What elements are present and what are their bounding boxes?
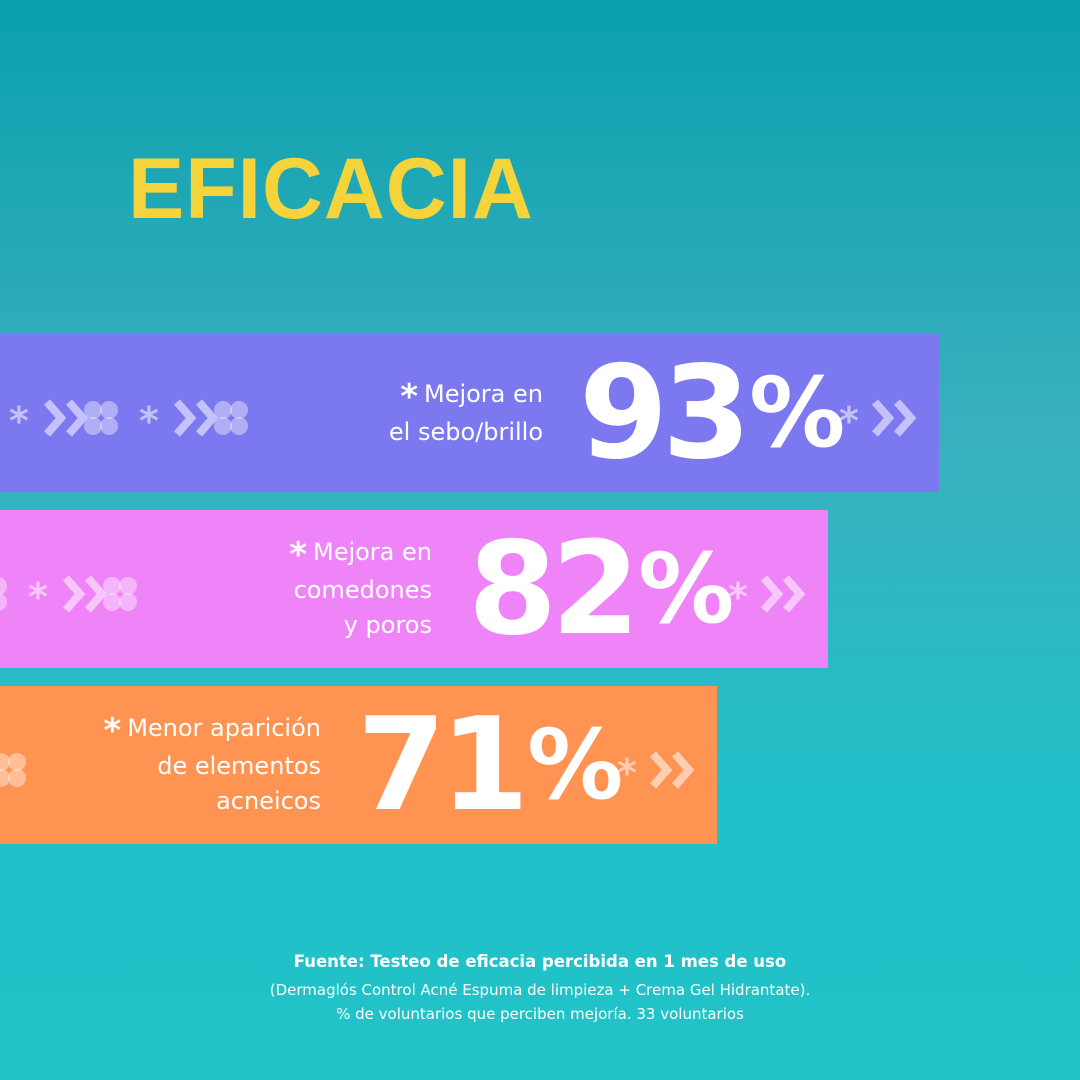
bar-value-number: 71 <box>357 690 529 840</box>
chevron-double-icon <box>760 575 806 613</box>
bar-label-line: * Mejora en <box>289 535 432 573</box>
page-title: EFICACIA <box>128 141 534 237</box>
bar-value-number: 93 <box>579 338 751 488</box>
clover-icon <box>0 577 7 611</box>
clover-icon <box>0 753 26 787</box>
percent-sign: % <box>638 533 735 645</box>
clover-icon <box>214 401 248 435</box>
bar-value-number: 82 <box>468 514 640 664</box>
footer-source: Fuente: Testeo de eficacia percibida en … <box>293 952 787 971</box>
bar-value: 82% <box>468 510 734 668</box>
asterisk-icon: * <box>103 711 122 751</box>
asterisk-icon: * <box>139 399 159 443</box>
percent-sign: % <box>527 709 624 821</box>
bar-label: * Mejora en el sebo/brillo <box>389 334 543 492</box>
bar-label-line: y poros <box>343 611 432 639</box>
asterisk-icon: * <box>28 575 48 619</box>
bar-label-text: Menor aparición <box>127 714 321 742</box>
bar-label-line: * Mejora en <box>389 377 543 415</box>
bar-label-line: de elementos <box>157 752 321 780</box>
chevron-double-icon <box>62 575 108 613</box>
chevron-double-icon <box>173 399 219 437</box>
chevron-double-icon <box>871 399 917 437</box>
footer-source-note: Fuente: Testeo de eficacia percibida en … <box>0 952 1080 1026</box>
bar-label-line: acneicos <box>216 787 321 815</box>
asterisk-icon: * <box>289 535 307 575</box>
bar-label: * Mejora en comedones y poros <box>289 510 432 668</box>
asterisk-icon: * <box>9 399 29 443</box>
chevron-double-icon <box>43 399 89 437</box>
bar-elementos-acneicos: * * Menor aparición de elementos acneicos… <box>0 686 717 844</box>
footer-line: (Dermaglós Control Acné Espuma de limpie… <box>269 981 811 999</box>
chevron-double-icon <box>649 751 695 789</box>
bar-label: * Menor aparición de elementos acneicos <box>103 686 321 844</box>
asterisk-icon: * <box>400 376 418 417</box>
clover-icon <box>84 401 118 435</box>
bar-value: 93% <box>579 334 845 492</box>
bar-label-line: el sebo/brillo <box>388 417 543 446</box>
bar-label-line: comedones <box>293 576 432 604</box>
bar-label-text: Mejora en <box>423 379 543 408</box>
bar-sebo-brillo: * * * * Mejora en el sebo/brillo 93% <box>0 334 939 492</box>
percent-sign: % <box>749 357 846 469</box>
clover-icon <box>103 577 137 611</box>
bar-value: 71% <box>357 686 623 844</box>
bar-label-text: Mejora en <box>312 538 432 566</box>
bar-label-line: * Menor aparición <box>103 711 321 749</box>
footer-line: % de voluntarios que perciben mejoría. 3… <box>336 1005 744 1023</box>
bar-comedones-poros: * * * Mejora en comedones y poros 82% <box>0 510 828 668</box>
